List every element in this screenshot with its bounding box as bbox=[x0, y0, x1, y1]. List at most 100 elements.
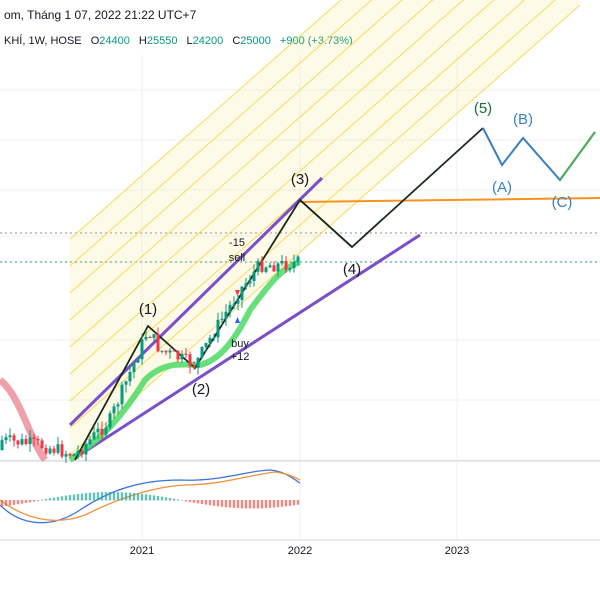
macd-histogram-bar bbox=[164, 497, 168, 501]
candle-body bbox=[296, 256, 300, 262]
candle-body bbox=[240, 286, 244, 301]
macd-histogram-bar bbox=[48, 498, 52, 501]
candle-body bbox=[60, 444, 64, 457]
drawing-lines bbox=[0, 127, 600, 463]
candle-body bbox=[36, 438, 40, 441]
macd-histogram-bar bbox=[80, 493, 84, 501]
candle-body bbox=[88, 439, 92, 444]
candle-body bbox=[220, 318, 224, 320]
macd-histogram-bar bbox=[248, 500, 252, 509]
high-value: 25550 bbox=[146, 35, 178, 47]
candle-body bbox=[212, 337, 216, 339]
fib-line bbox=[69, 4, 581, 456]
macd-histogram-bar bbox=[268, 500, 272, 508]
fib-line bbox=[69, 0, 373, 267]
macd-histogram-bar bbox=[4, 500, 8, 506]
close-label: C bbox=[232, 35, 241, 47]
macd-histogram-bar bbox=[168, 497, 172, 501]
fib-line bbox=[69, 0, 556, 429]
candle-body bbox=[216, 319, 220, 338]
candle-body bbox=[284, 260, 288, 270]
candle-body bbox=[124, 381, 128, 385]
macd-histogram-bar bbox=[156, 496, 160, 501]
high-label: H bbox=[138, 35, 147, 47]
macd-histogram-bar bbox=[8, 500, 12, 506]
candle-body bbox=[288, 268, 292, 270]
macd-histogram-bar bbox=[60, 496, 64, 501]
buy-count-label: +12 bbox=[231, 351, 250, 363]
macd-histogram-bar bbox=[148, 494, 152, 501]
sell-count-label: -15 bbox=[229, 237, 245, 249]
candle-body bbox=[260, 261, 264, 272]
candle-body bbox=[204, 343, 208, 347]
ohlc-legend: KHÍ, 1W, HOSE O24400 H25550 L24200 C2500… bbox=[4, 35, 353, 47]
macd-histogram-bar bbox=[52, 497, 56, 501]
macd-histogram-bar bbox=[236, 500, 240, 509]
buy-arrow bbox=[235, 317, 240, 323]
symbol-label[interactable]: KHÍ, 1W, HOSE bbox=[4, 35, 82, 47]
candle-body bbox=[80, 450, 84, 455]
macd-histogram-bar bbox=[104, 492, 108, 501]
low-label: L bbox=[186, 35, 193, 47]
candle-body bbox=[280, 260, 284, 264]
candle-body bbox=[244, 283, 248, 287]
candle-body bbox=[160, 350, 164, 352]
fib-line bbox=[69, 0, 434, 321]
open-value: 24400 bbox=[99, 35, 130, 47]
macd-histogram-bar bbox=[184, 500, 188, 502]
sell-arrow bbox=[235, 290, 240, 296]
candle-body bbox=[108, 413, 112, 428]
green-ema-curve bbox=[68, 259, 302, 463]
candle-body bbox=[52, 448, 56, 453]
macd-histogram-bar bbox=[100, 492, 104, 501]
candle-body bbox=[292, 261, 296, 269]
candle-body bbox=[272, 265, 276, 272]
macd-histogram-bar bbox=[232, 500, 236, 508]
candle-body bbox=[252, 271, 256, 282]
candle-body bbox=[184, 353, 188, 355]
wave-3-4 bbox=[299, 199, 353, 248]
open-label: O bbox=[90, 35, 100, 47]
candle-body bbox=[48, 448, 52, 454]
wave-label: (C) bbox=[552, 194, 573, 211]
candle-body bbox=[276, 263, 280, 272]
macd-histogram-bar bbox=[152, 495, 156, 501]
x-tick-label: 2022 bbox=[288, 545, 312, 557]
macd-histogram-bar bbox=[24, 500, 28, 503]
candle-body bbox=[112, 406, 116, 414]
candle-body bbox=[148, 336, 152, 338]
horizontal-level bbox=[299, 197, 600, 203]
macd-histogram-bar bbox=[20, 500, 24, 504]
candle-body bbox=[200, 346, 204, 358]
macd-histogram-bar bbox=[140, 493, 144, 501]
candle-body bbox=[44, 447, 48, 454]
candle-body bbox=[176, 350, 180, 360]
candle-body bbox=[92, 432, 96, 440]
wave-label: (1) bbox=[139, 301, 157, 318]
macd-histogram-bar bbox=[244, 500, 248, 509]
x-tick-label: 2021 bbox=[130, 545, 154, 557]
candle-body bbox=[12, 435, 16, 441]
candle-body bbox=[196, 357, 200, 368]
wave-label: (2) bbox=[192, 381, 210, 398]
signal-line bbox=[0, 471, 301, 521]
candle-body bbox=[28, 437, 32, 445]
candle-body bbox=[224, 311, 228, 319]
macd-histogram-bar bbox=[276, 500, 280, 508]
candle-body bbox=[192, 366, 196, 368]
sell-label: sell bbox=[229, 252, 246, 264]
candle-body bbox=[264, 267, 268, 272]
lower-trendline bbox=[74, 233, 421, 460]
wave-label: (A) bbox=[492, 179, 512, 196]
buy-label: buy bbox=[231, 338, 249, 350]
macd-histogram-bar bbox=[240, 500, 244, 509]
macd-histogram-bar bbox=[176, 499, 180, 501]
macd-histogram-bar bbox=[160, 496, 164, 501]
macd-histogram-bar bbox=[32, 500, 36, 502]
macd-histogram-bar bbox=[228, 500, 232, 508]
candle-body bbox=[164, 350, 168, 353]
candles bbox=[0, 254, 300, 463]
macd-histogram-bar bbox=[212, 500, 216, 506]
candle-body bbox=[96, 428, 100, 433]
